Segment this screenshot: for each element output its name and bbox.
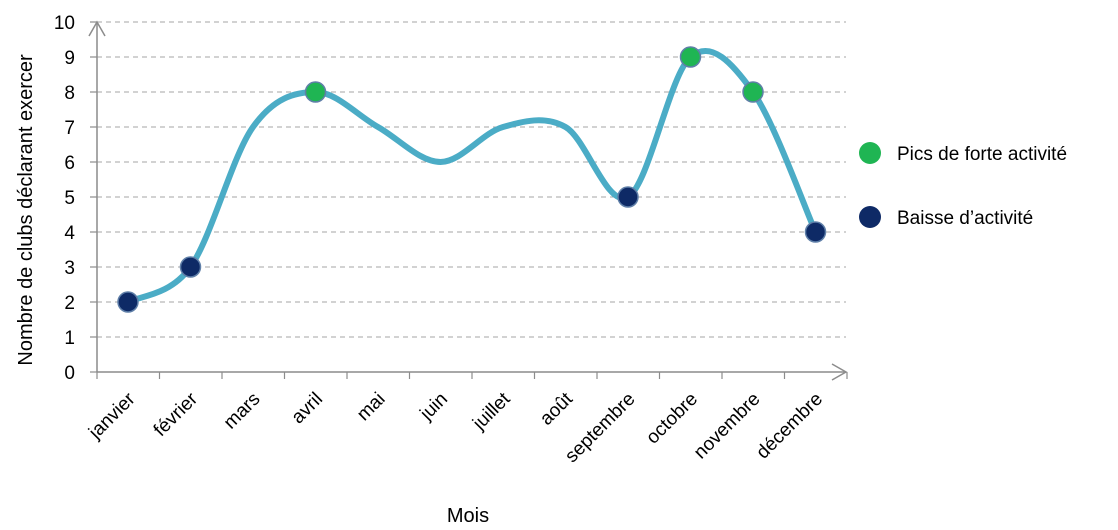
peak-marker <box>679 46 702 68</box>
y-axis-title: Nombre de clubs déclarant exercer <box>15 54 37 366</box>
x-tick-label: juillet <box>468 388 515 435</box>
x-tick-label: avril <box>288 389 327 428</box>
low-marker <box>617 186 639 208</box>
x-tick-label: août <box>536 388 578 430</box>
peak-marker <box>304 81 327 103</box>
legend-peak-label: Pics de forte activité <box>897 144 1067 165</box>
axes <box>88 20 848 381</box>
legend-peak-marker <box>859 142 881 164</box>
y-tick-label: 0 <box>64 363 75 384</box>
series-line-path <box>125 48 819 305</box>
series-line <box>125 48 819 305</box>
y-tick-labels: 0 1 2 3 4 5 6 7 8 9 10 <box>54 13 76 384</box>
x-tick-label: octobre <box>642 389 702 449</box>
y-tick-label: 4 <box>64 223 75 244</box>
x-tick-label: juin <box>416 389 452 425</box>
y-tick-label: 6 <box>64 153 75 174</box>
peak-marker <box>742 81 764 103</box>
x-axis-title: Mois <box>447 505 489 527</box>
x-tick-label: mai <box>353 389 390 426</box>
data-markers <box>117 46 827 313</box>
x-tick-label: février <box>150 388 203 441</box>
y-tick-label: 3 <box>64 258 75 279</box>
y-tick-label: 9 <box>64 48 75 69</box>
legend: Pics de forte activité Baisse d’activité <box>859 142 1067 229</box>
y-tick-label: 8 <box>64 83 75 104</box>
x-tick-label: décembre <box>752 389 827 464</box>
y-tick-label: 1 <box>64 328 75 349</box>
x-axis-arrow <box>831 363 848 381</box>
x-tick-label: mars <box>220 389 265 434</box>
legend-low-label: Baisse d’activité <box>897 208 1033 229</box>
x-tick-labels: janvier février mars avril mai juin juillet aoû… <box>84 388 827 467</box>
x-tick-label: novembre <box>690 389 765 464</box>
y-tick-label: 2 <box>64 293 75 314</box>
y-tick-label: 5 <box>64 188 75 209</box>
y-tick-label: 10 <box>54 13 75 34</box>
x-tick-label: janvier <box>84 388 140 444</box>
low-marker <box>179 256 202 278</box>
low-marker <box>117 291 139 313</box>
y-tick-label: 7 <box>64 118 75 139</box>
grid-lines <box>97 21 846 338</box>
legend-low-marker <box>859 206 881 228</box>
low-marker <box>804 221 827 243</box>
